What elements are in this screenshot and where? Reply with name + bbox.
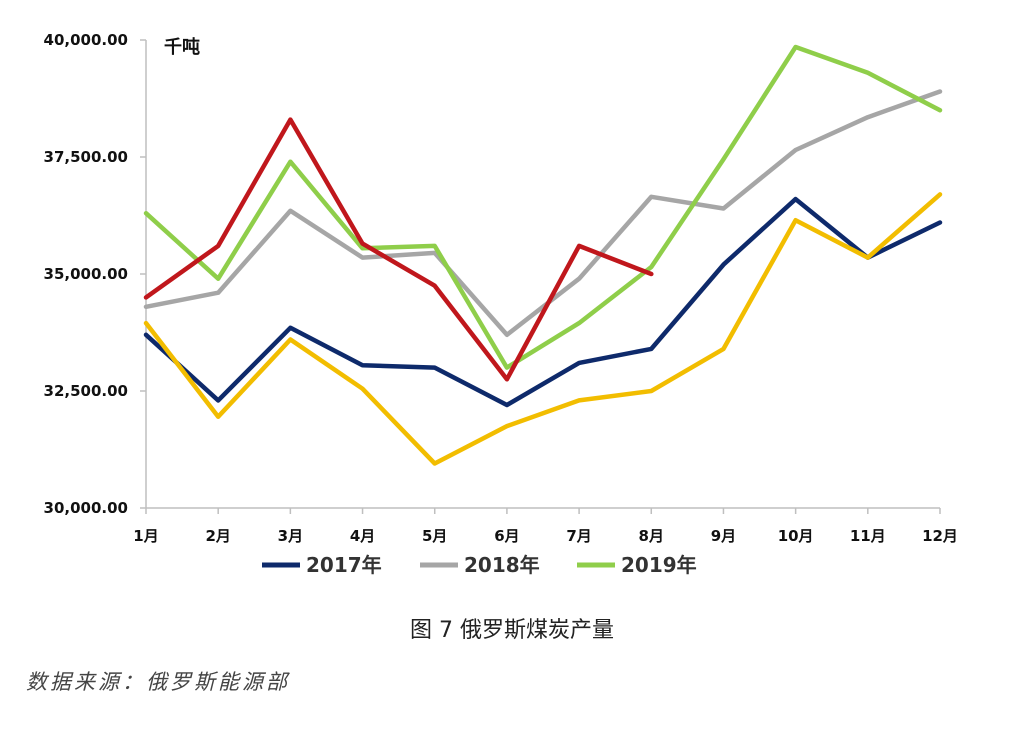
legend-label: 2018年 [464, 553, 540, 577]
x-tick-label: 3月 [278, 527, 303, 545]
series-line-4 [143, 117, 654, 382]
y-tick-label: 30,000.00 [44, 499, 128, 517]
x-tick-label: 7月 [566, 527, 591, 545]
y-tick-label: 40,000.00 [44, 31, 128, 49]
series-line-0 [143, 196, 943, 408]
x-tick-label: 1月 [133, 527, 158, 545]
data-source: 数据来源：俄罗斯能源部 [26, 670, 290, 694]
x-tick-label: 4月 [350, 527, 375, 545]
legend-label: 2017年 [306, 553, 382, 577]
series-line-1 [143, 89, 943, 338]
series-line-2 [143, 44, 943, 370]
y-tick-label: 32,500.00 [44, 382, 128, 400]
x-tick-label: 12月 [922, 527, 958, 545]
x-tick-label: 6月 [494, 527, 519, 545]
figure-caption: 图 7 俄罗斯煤炭产量 [410, 618, 614, 643]
x-tick-label: 5月 [422, 527, 447, 545]
x-tick-label: 9月 [711, 527, 736, 545]
unit-label: 千吨 [164, 36, 200, 58]
line-chart: 30,000.00 32,500.00 35,000.00 37,500.00 40,0… [44, 31, 958, 577]
y-tick-label: 37,500.00 [44, 148, 128, 166]
x-tick-label: 2月 [205, 527, 230, 545]
x-tick-label: 10月 [778, 527, 814, 545]
x-tick-label: 8月 [639, 527, 664, 545]
series-line-3 [143, 192, 943, 466]
x-tick-label: 11月 [850, 527, 886, 545]
legend-label: 2019年 [621, 553, 697, 577]
y-tick-label: 35,000.00 [44, 265, 128, 283]
